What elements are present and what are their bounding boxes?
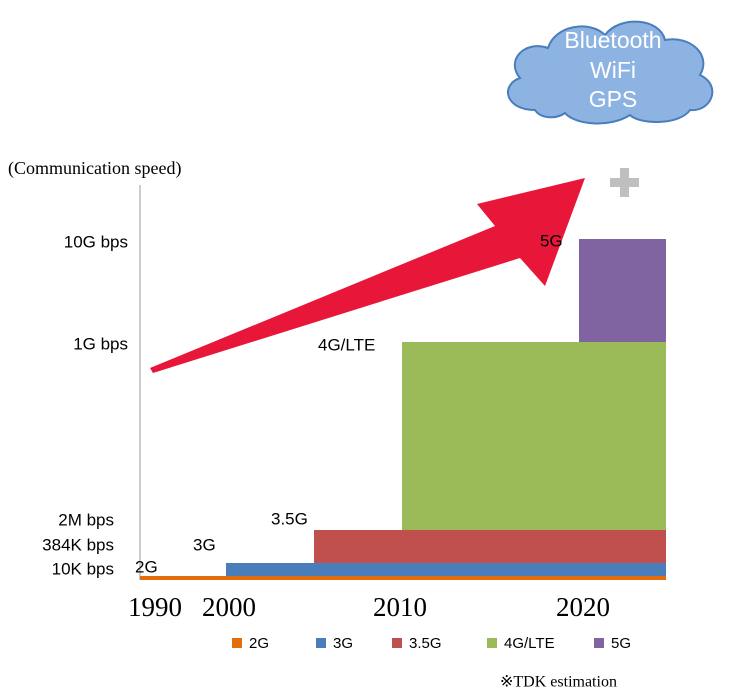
cloud-shape (507, 20, 714, 125)
y-label: 1G bps (73, 334, 128, 353)
axis-title: (Communication speed) (8, 158, 181, 179)
legend-swatch (232, 638, 242, 648)
bar-label: 3G (193, 535, 216, 554)
bar-label: 2G (135, 557, 158, 576)
legend-swatch (316, 638, 326, 648)
bar-label: 3.5G (271, 509, 308, 528)
legend-label: 3.5G (409, 635, 442, 652)
x-label: 1990 (128, 592, 182, 622)
y-label: 10G bps (64, 232, 128, 251)
bar (226, 563, 666, 576)
legend-label: 4G/LTE (504, 635, 555, 652)
plus (610, 168, 639, 197)
y-label: 2M bps (58, 510, 114, 529)
x-label: 2000 (202, 592, 256, 622)
x-label: 2010 (373, 592, 427, 622)
note: ※TDK estimation (500, 674, 617, 691)
plus-bar (610, 178, 639, 187)
bar (140, 576, 666, 580)
bar-label: 5G (540, 231, 563, 250)
legend-label: 2G (249, 635, 269, 652)
bar (579, 239, 666, 342)
bar (314, 530, 666, 563)
legend-label: 5G (611, 635, 631, 652)
bar-label: 4G/LTE (318, 335, 375, 354)
bar (402, 342, 666, 530)
cloud: Bluetooth WiFi GPS (507, 20, 714, 125)
cloud-text: Bluetooth (564, 27, 661, 53)
legend: 2G 3G 3.5G 4G/LTE 5G (232, 635, 631, 652)
legend-label: 3G (333, 635, 353, 652)
legend-swatch (487, 638, 497, 648)
legend-swatch (392, 638, 402, 648)
legend-swatch (594, 638, 604, 648)
cloud-text: WiFi (590, 57, 636, 83)
y-label: 10K bps (52, 559, 114, 578)
x-label: 2020 (556, 592, 610, 622)
cloud-text: GPS (589, 86, 638, 112)
arrow (150, 178, 585, 373)
y-label: 384K bps (42, 535, 114, 554)
